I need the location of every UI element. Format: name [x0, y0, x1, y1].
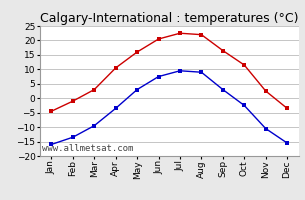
Text: Calgary-International : temperatures (°C): Calgary-International : temperatures (°C… — [40, 12, 298, 25]
Text: www.allmetsat.com: www.allmetsat.com — [42, 144, 134, 153]
